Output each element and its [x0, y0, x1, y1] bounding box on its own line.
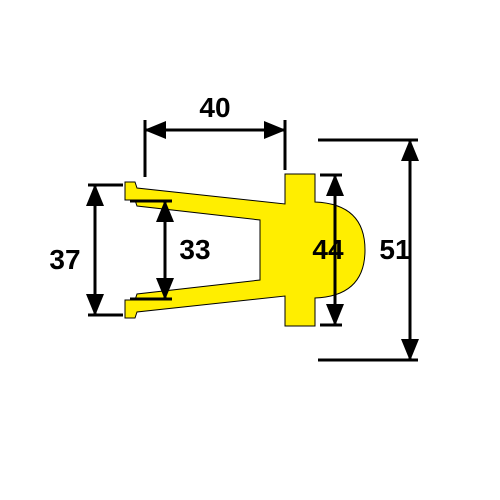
- dim-33-label: 33: [179, 234, 210, 266]
- dim-44-label: 44: [312, 234, 343, 266]
- dim-37: [88, 185, 123, 315]
- dim-51-label: 51: [379, 234, 410, 266]
- dim-40: [145, 120, 285, 177]
- dim-33: [130, 201, 172, 299]
- dim-40-label: 40: [199, 92, 230, 124]
- dim-37-label: 37: [49, 244, 80, 276]
